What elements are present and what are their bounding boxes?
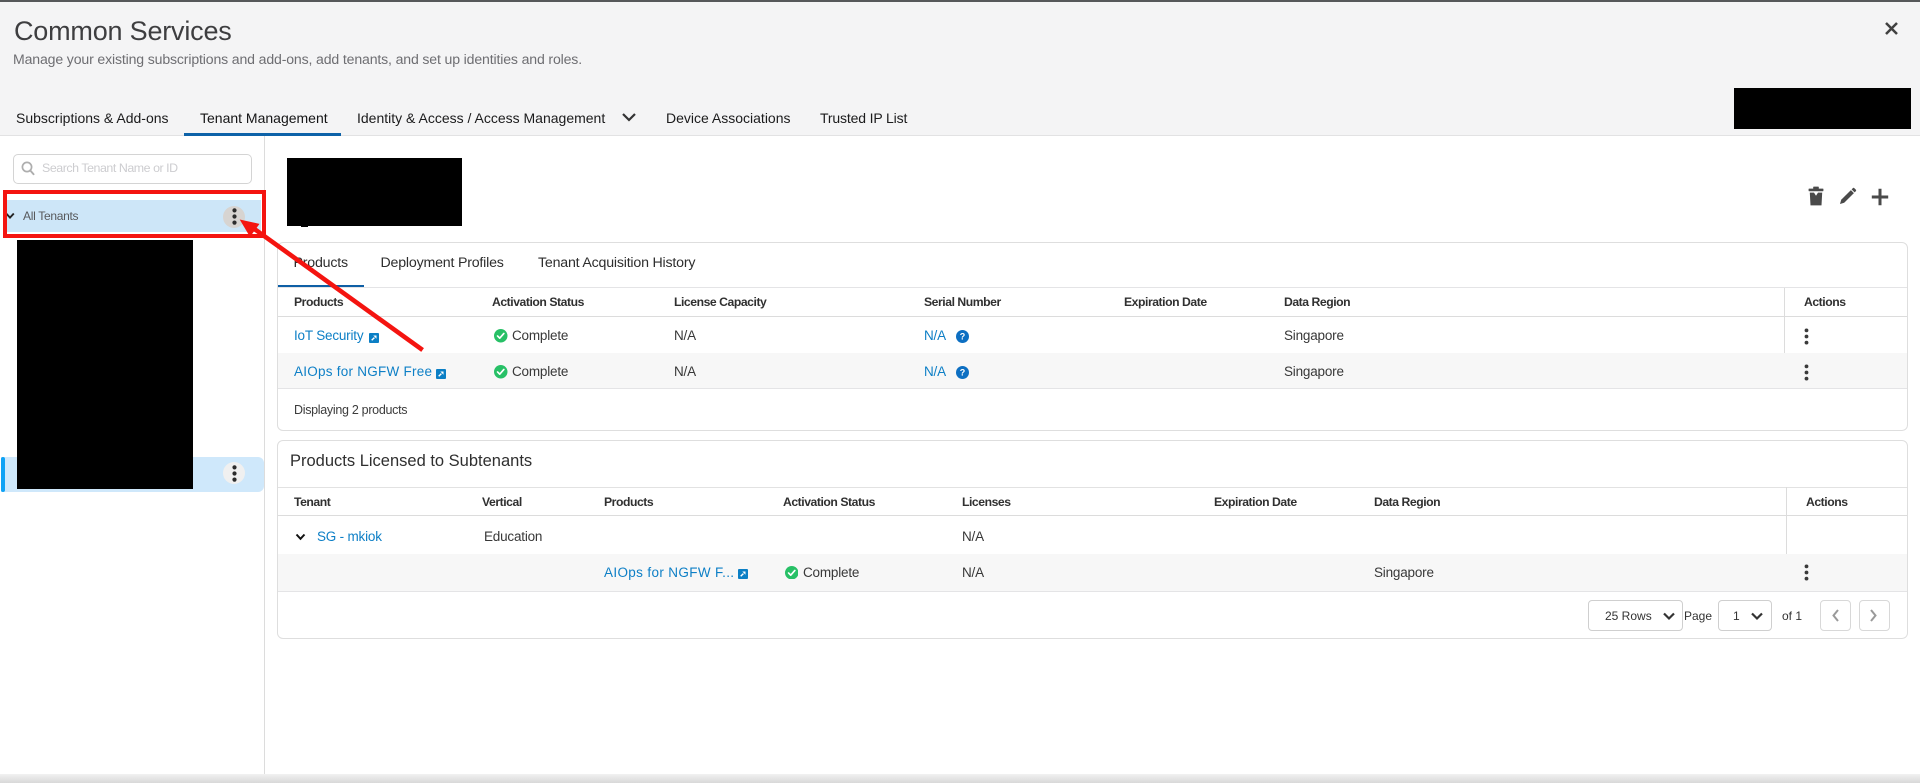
svg-text:?: ? [960,331,966,341]
svg-text:?: ? [960,367,966,377]
